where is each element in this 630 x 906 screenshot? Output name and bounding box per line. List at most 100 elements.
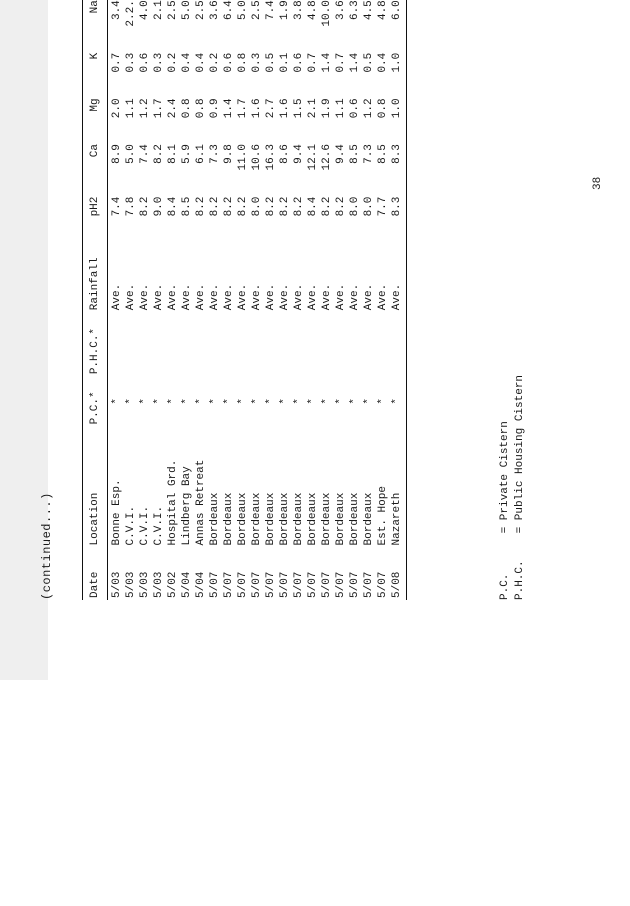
cell-mg: 1.1 xyxy=(124,88,138,134)
cell-location: Bordeaux xyxy=(208,426,222,547)
cell-location: Bordeaux xyxy=(278,426,292,547)
cell-mg: 1.0 xyxy=(390,88,404,134)
cell-mg: 2.7 xyxy=(264,88,278,134)
cell-rain: Ave. xyxy=(306,235,320,313)
cell-date: 5/07 xyxy=(208,547,222,600)
cell-ph2: 8.0 xyxy=(348,187,362,235)
cell-mg: 1.6 xyxy=(250,88,264,134)
cell-date: 5/03 xyxy=(152,547,166,600)
cell-pc: * xyxy=(236,376,250,426)
cell-date: 5/07 xyxy=(334,547,348,600)
cell-rain: Ave. xyxy=(348,235,362,313)
cell-ph2: 7.8 xyxy=(124,187,138,235)
cell-mg: 1.5 xyxy=(292,88,306,134)
cell-ca: 8.2 xyxy=(152,134,166,187)
cell-k: 1.4 xyxy=(320,43,334,89)
cell-ca: 7.4 xyxy=(138,134,152,187)
cell-date: 5/07 xyxy=(376,547,390,600)
column-header: P.H.C.* xyxy=(85,312,105,376)
table-row: 5/03C.V.I.*Ave.7.85.01.10.32.2.0.020.05-… xyxy=(124,0,138,600)
cell-ph2: 8.0 xyxy=(362,187,376,235)
cell-date: 5/07 xyxy=(348,547,362,600)
cell-phc xyxy=(390,312,404,376)
table-row: 5/07Bordeaux*Ave.8.212.61.91.410.0---0.0… xyxy=(320,0,334,600)
rotated-page: (continued...) DateLocationP.C.*P.H.C.*R… xyxy=(0,0,630,630)
table-row: 5/07Bordeaux*Ave.8.29.41.10.73.6---- xyxy=(334,0,348,600)
cell-mg: 0.8 xyxy=(376,88,390,134)
column-header: pH2 xyxy=(85,187,105,235)
cell-ph2: 8.2 xyxy=(334,187,348,235)
cell-phc xyxy=(362,312,376,376)
table-row: 5/07Bordeaux*Ave.8.29.81.40.66.40.020.05… xyxy=(222,0,236,600)
cell-mg: 0.8 xyxy=(194,88,208,134)
cell-k: 0.4 xyxy=(180,43,194,89)
continued-label: (continued...) xyxy=(40,492,54,600)
table-row: 5/07Est. Hope*Ave.7.78.50.80.44.80.040.0… xyxy=(376,0,390,600)
mid-rule xyxy=(107,0,108,600)
cell-date: 5/03 xyxy=(138,547,152,600)
table-row: 5/07Bordeaux*Ave.8.07.31.20.54.50.010.06… xyxy=(362,0,376,600)
cell-na: 6.0 xyxy=(390,0,404,43)
cell-pc: * xyxy=(208,376,222,426)
cell-k: 0.7 xyxy=(110,43,124,89)
legend-row: P.C. = Private Cistern xyxy=(498,375,513,600)
cell-pc: * xyxy=(278,376,292,426)
cell-pc: * xyxy=(320,376,334,426)
table-row: 5/07Bordeaux*Ave.8.412.12.10.74.80.010.0… xyxy=(306,0,320,600)
table-head: DateLocationP.C.*P.H.C.*RainfallpH2CaMgK… xyxy=(85,0,105,600)
cell-ca: 9.4 xyxy=(334,134,348,187)
cell-pc: * xyxy=(250,376,264,426)
cell-k: 0.1 xyxy=(278,43,292,89)
cell-mg: 2.0 xyxy=(110,88,124,134)
column-header: Rainfall xyxy=(85,235,105,313)
cell-date: 5/07 xyxy=(320,547,334,600)
legend-row: P.H.C. = Public Housing Cistern xyxy=(513,375,528,600)
cell-phc xyxy=(292,312,306,376)
cell-k: 0.8 xyxy=(236,43,250,89)
cell-location: C.V.I. xyxy=(138,426,152,547)
cell-ca: 16.3 xyxy=(264,134,278,187)
cell-ph2: 8.2 xyxy=(194,187,208,235)
cell-phc xyxy=(334,312,348,376)
cell-phc xyxy=(264,312,278,376)
cell-k: 1.4 xyxy=(348,43,362,89)
cell-na: 3.6 xyxy=(208,0,222,43)
cell-date: 5/03 xyxy=(124,547,138,600)
cell-date: 5/07 xyxy=(362,547,376,600)
cell-location: Annas Retreat xyxy=(194,426,208,547)
cell-ca: 8.9 xyxy=(110,134,124,187)
column-header: K xyxy=(85,43,105,89)
legend-def: = Private Cistern xyxy=(499,421,511,533)
cell-date: 5/07 xyxy=(250,547,264,600)
cell-rain: Ave. xyxy=(124,235,138,313)
cell-mg: 1.4 xyxy=(222,88,236,134)
cell-pc: * xyxy=(362,376,376,426)
cell-k: 0.7 xyxy=(306,43,320,89)
cell-rain: Ave. xyxy=(208,235,222,313)
cell-location: Nazareth xyxy=(390,426,404,547)
cell-pc: * xyxy=(334,376,348,426)
cell-ca: 5.9 xyxy=(180,134,194,187)
cell-k: 0.3 xyxy=(250,43,264,89)
data-table: DateLocationP.C.*P.H.C.*RainfallpH2CaMgK… xyxy=(85,0,105,600)
cell-ph2: 7.7 xyxy=(376,187,390,235)
cell-phc xyxy=(306,312,320,376)
legend: P.C. = Private Cistern P.H.C. = Public H… xyxy=(498,375,528,600)
cell-na: 2.5 xyxy=(166,0,180,43)
cell-na: 3.6 xyxy=(334,0,348,43)
cell-na: 3.8 xyxy=(292,0,306,43)
cell-rain: Ave. xyxy=(110,235,124,313)
cell-na: 5.0 xyxy=(180,0,194,43)
cell-rain: Ave. xyxy=(362,235,376,313)
cell-date: 5/07 xyxy=(264,547,278,600)
cell-location: Bordeaux xyxy=(348,426,362,547)
cell-rain: Ave. xyxy=(194,235,208,313)
cell-rain: Ave. xyxy=(334,235,348,313)
cell-mg: 0.6 xyxy=(348,88,362,134)
cell-pc: * xyxy=(152,376,166,426)
cell-k: 1.0 xyxy=(390,43,404,89)
cell-mg: 1.2 xyxy=(362,88,376,134)
cell-rain: Ave. xyxy=(292,235,306,313)
cell-date: 5/07 xyxy=(292,547,306,600)
cell-date: 5/07 xyxy=(278,547,292,600)
